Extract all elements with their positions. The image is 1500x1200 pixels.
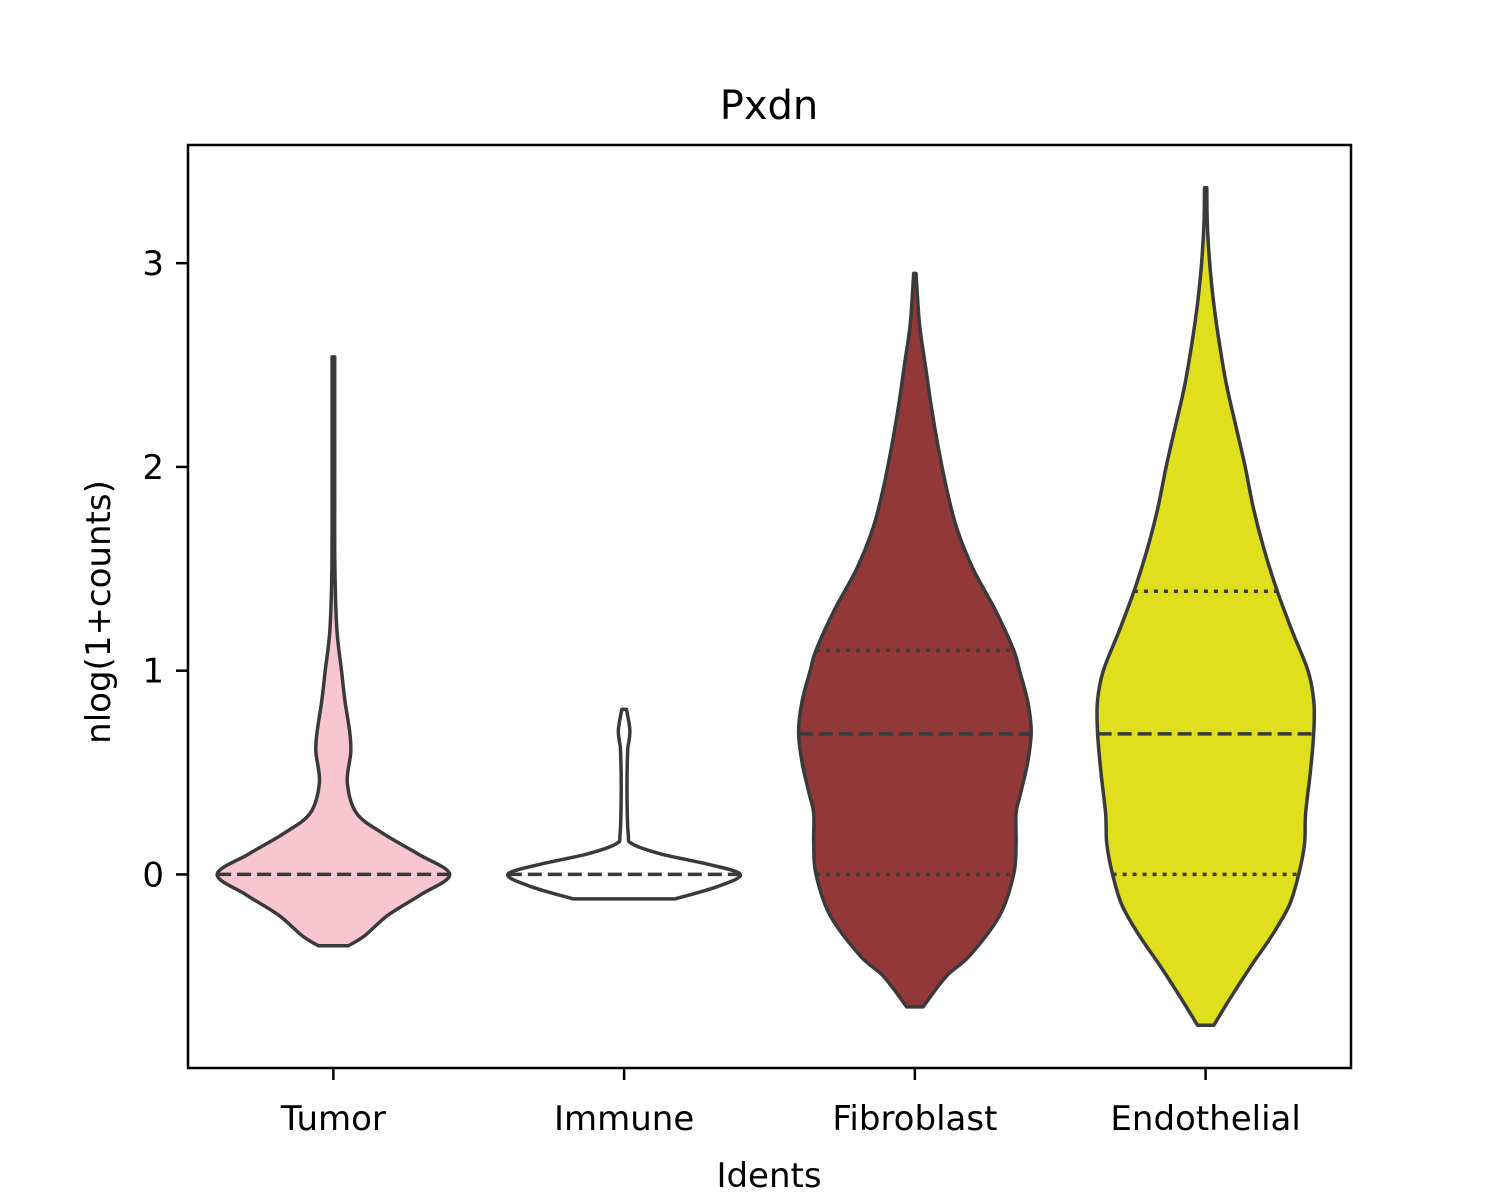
x-tick-label-tumor: Tumor [280,1099,386,1139]
violin-layer [215,186,1317,1027]
y-axis-label: nlog(1+counts) [79,480,119,744]
x-tick-label-endothelial: Endothelial [1110,1099,1300,1139]
violin-immune [506,707,743,901]
x-axis-label: Idents [716,1156,821,1196]
plot-frame [186,143,1353,1070]
tick-layer: Tumor Immune Fibroblast Endothelial 0 1 2 3 [142,244,1300,1139]
y-tick-label: 2 [142,448,164,488]
y-tick-label: 0 [142,855,164,895]
violin-fibroblast [796,271,1033,1009]
chart-title: Pxdn [720,83,819,129]
y-tick-label: 3 [142,244,164,284]
violin-tumor [215,355,452,948]
x-tick-label-immune: Immune [554,1099,694,1139]
violin-endothelial [1095,186,1317,1027]
x-tick-label-fibroblast: Fibroblast [832,1099,997,1139]
y-tick-label: 1 [142,652,164,692]
